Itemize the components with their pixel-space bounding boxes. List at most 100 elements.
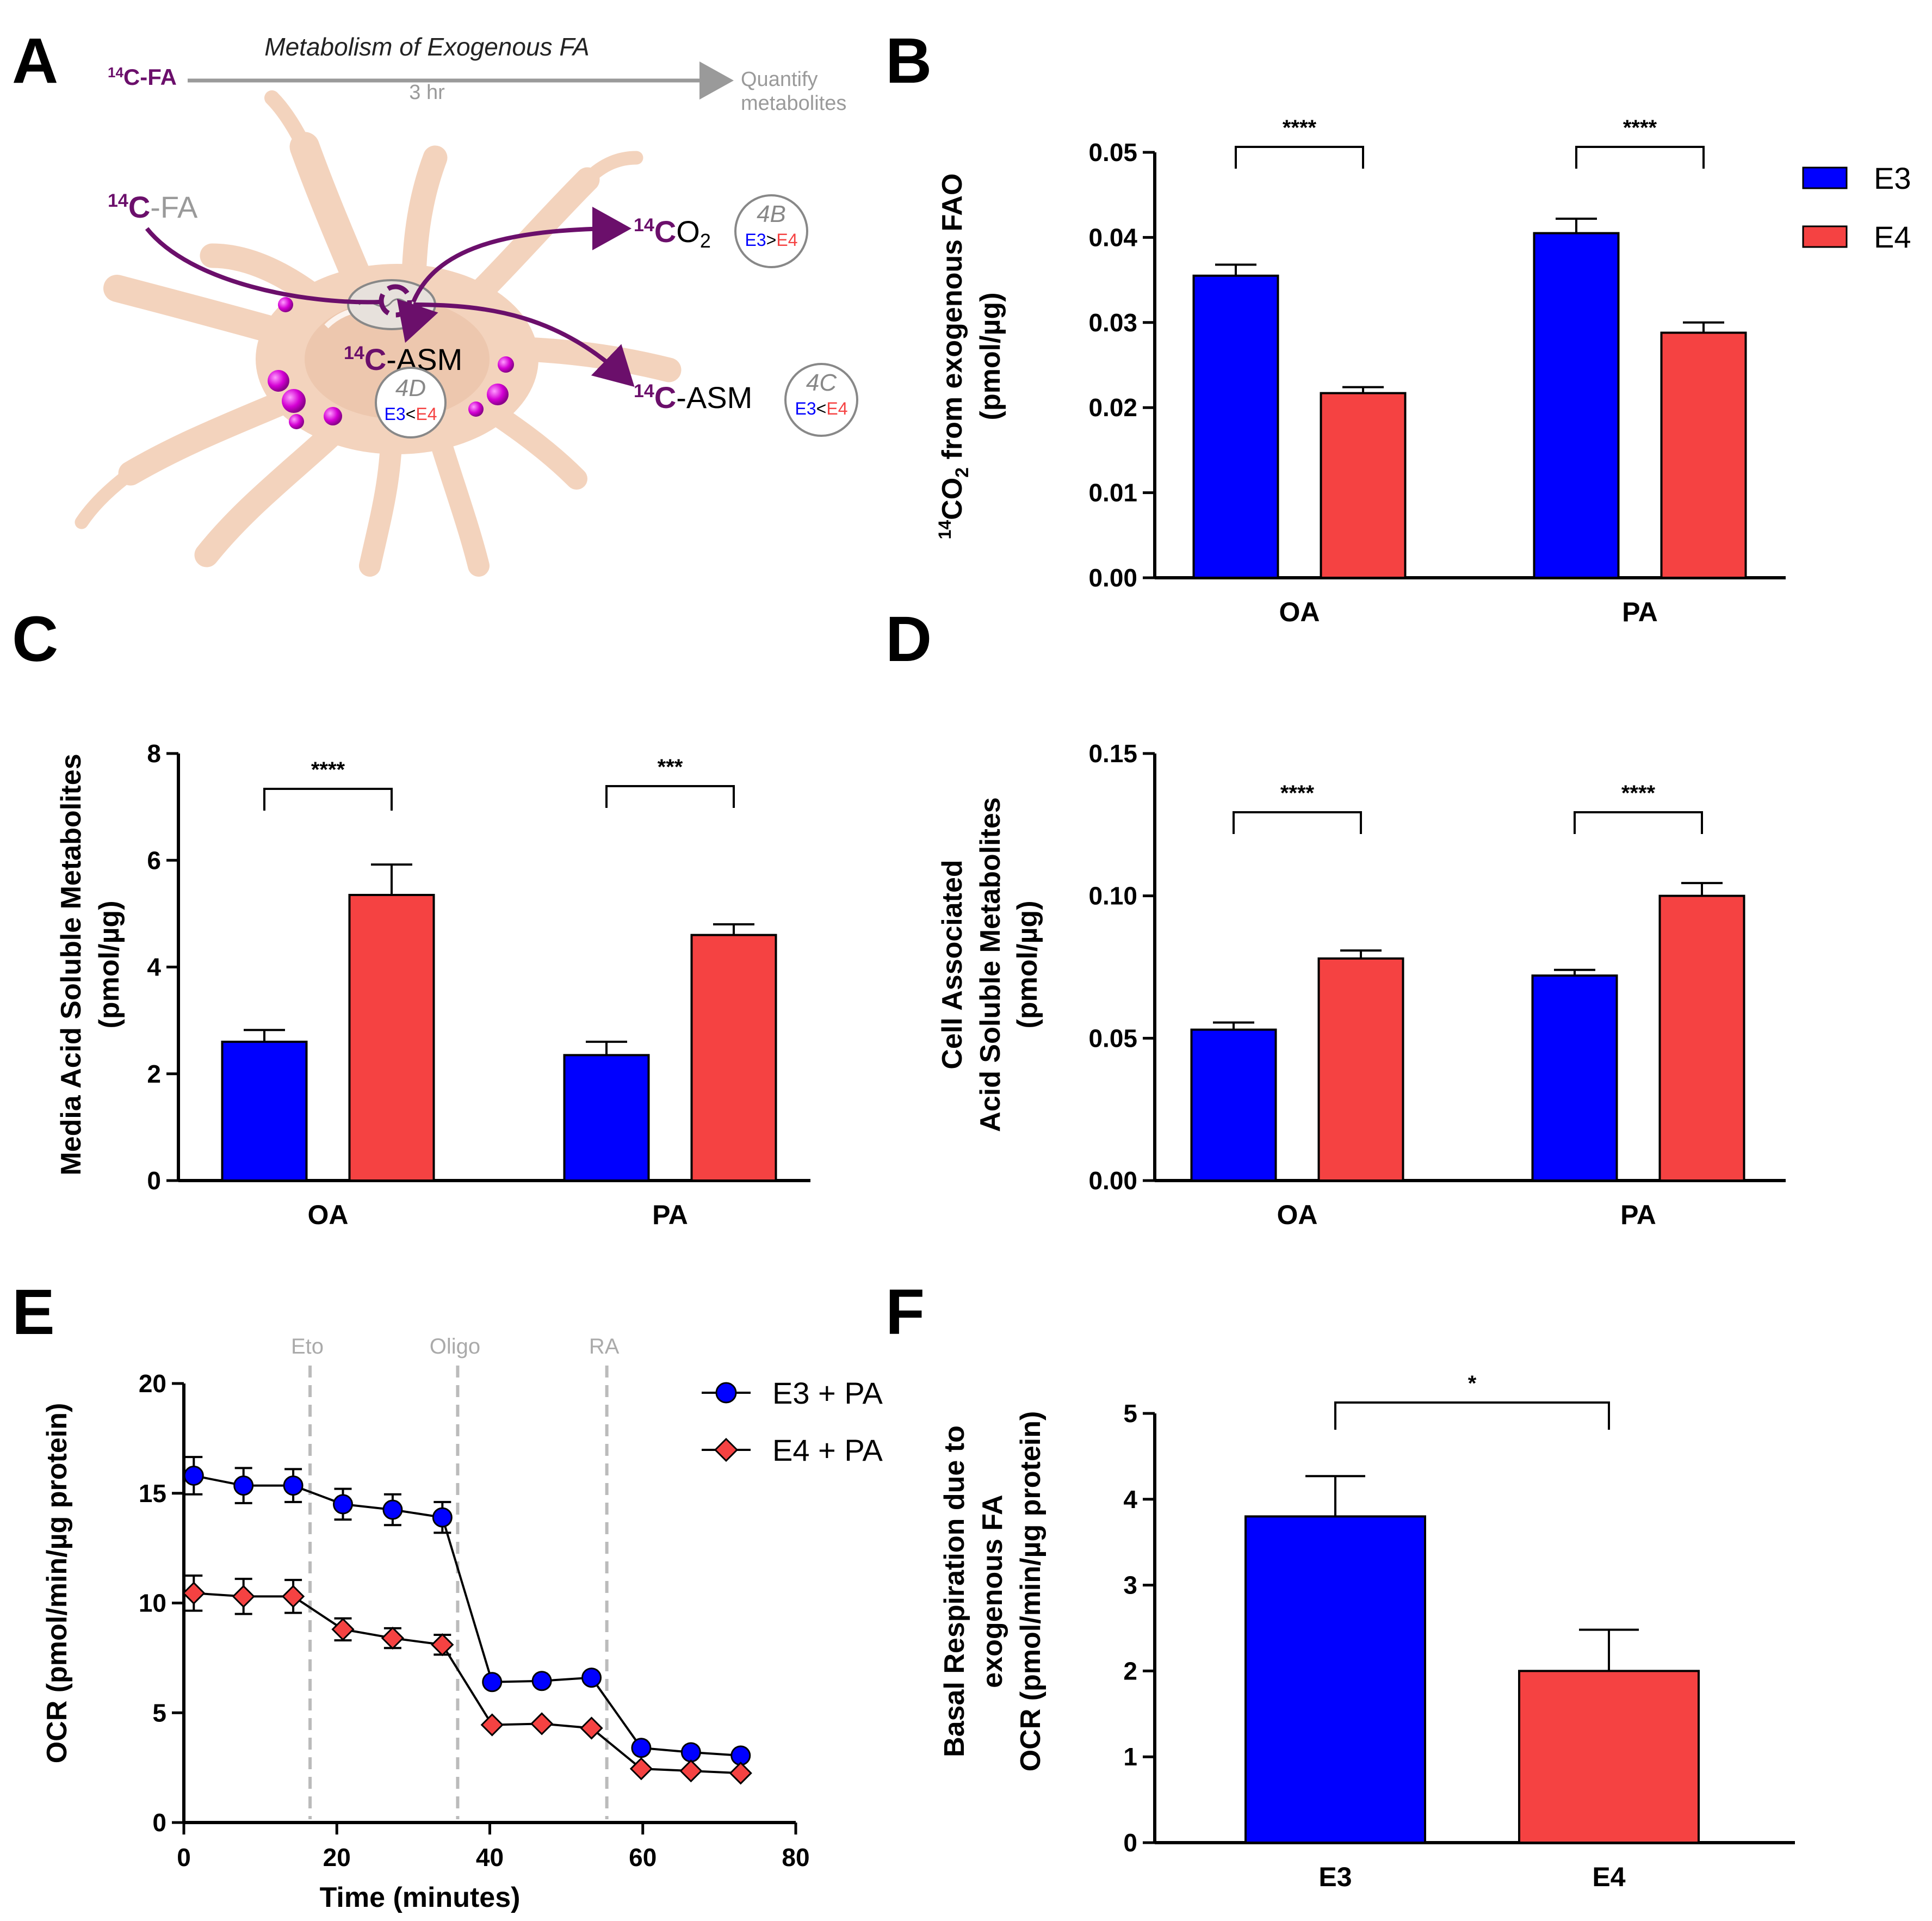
schematic-title: Metabolism of Exogenous FA <box>264 33 589 61</box>
panel-d: D Cell Associated Acid Soluble Metabolit… <box>886 603 1786 1230</box>
co2-label: 14CO2 <box>634 214 711 252</box>
bar-e3-oa <box>1192 274 1279 579</box>
badge-4b: 4B E3>E4 <box>734 194 808 268</box>
y-tick-label: 0.10 <box>1088 882 1137 910</box>
svg-text:E3<E4: E3<E4 <box>385 404 437 424</box>
panel-c-ylabel-line2: (pmol/µg) <box>94 900 125 1028</box>
data-point-e3 <box>631 1738 652 1758</box>
x-tick-label: 40 <box>476 1843 504 1871</box>
y-tick-label: 0.03 <box>1088 308 1137 337</box>
panel-label-f: F <box>886 1276 925 1348</box>
co2-arrow <box>411 207 631 303</box>
panel-a: A Metabolism of Exogenous FA 14C-FA 3 hr… <box>12 25 858 577</box>
panel-label-d: D <box>886 603 932 675</box>
y-tick-label: 0 <box>1123 1829 1137 1857</box>
bar-e4-oa <box>348 894 435 1182</box>
data-point-e4 <box>381 1626 405 1650</box>
bar-e4 <box>1518 1670 1700 1844</box>
significance-bracket <box>1334 1401 1610 1430</box>
timeline-end-line1: Quantify <box>741 68 818 91</box>
panel-e-xlabel: Time (minutes) <box>320 1882 521 1913</box>
panel-b: B 14CO2 from exogenous FAO (pmol/µg) 0.0… <box>886 25 1911 627</box>
data-point-e4 <box>431 1633 454 1657</box>
svg-text:4B: 4B <box>757 201 786 227</box>
panel-label-e: E <box>12 1276 55 1348</box>
panel-d-ylabel-line3: (pmol/µg) <box>1012 900 1043 1028</box>
data-point-e3 <box>432 1507 453 1528</box>
bar-e4-oa <box>1320 392 1407 579</box>
data-point-e3 <box>531 1671 552 1691</box>
data-point-e4 <box>232 1585 255 1608</box>
data-point-e3 <box>233 1475 254 1496</box>
significance-stars: * <box>1468 1372 1477 1395</box>
significance-bracket <box>1575 146 1705 169</box>
y-tick-label: 8 <box>147 739 161 768</box>
x-tick-label: 60 <box>629 1843 657 1871</box>
y-tick-label: 0 <box>152 1808 166 1837</box>
y-tick-label: 2 <box>147 1060 161 1088</box>
y-tick-label: 15 <box>139 1479 166 1508</box>
data-point-e3 <box>283 1475 304 1496</box>
y-tick-label: 0.01 <box>1088 479 1137 507</box>
svg-text:E3>E4: E3>E4 <box>745 230 798 250</box>
data-point-e4 <box>182 1582 206 1605</box>
panel-c-plot: 0 2 4 6 8 OA **** PA *** <box>147 739 810 1230</box>
timeline-duration: 3 hr <box>409 81 445 104</box>
x-category-label: OA <box>1279 597 1320 627</box>
data-point-e4 <box>629 1757 653 1781</box>
significance-bracket <box>1574 811 1703 834</box>
injection-label: RA <box>589 1335 620 1358</box>
badge-4d: 4D E3<E4 <box>375 367 447 438</box>
y-tick-label: 0 <box>147 1166 161 1195</box>
series-line-e3 <box>193 1474 741 1757</box>
panel-f-ylabel-line1: Basal Respiration due to <box>939 1425 970 1757</box>
panel-f-ylabel-line3: OCR (pmol/min/µg protein) <box>1015 1411 1046 1772</box>
significance-bracket <box>605 785 735 808</box>
injection-label: Oligo <box>430 1335 480 1358</box>
fa-uptake-arrow <box>145 227 381 305</box>
legend-swatch-e4 <box>1802 225 1848 248</box>
cycle-icon <box>379 284 412 318</box>
y-tick-label: 0.00 <box>1088 564 1137 592</box>
significance-stars: *** <box>658 755 683 779</box>
badge-4c: 4C E3<E4 <box>784 363 858 437</box>
x-tick-label: 80 <box>782 1843 809 1871</box>
y-tick-label: 20 <box>139 1369 166 1398</box>
panel-c-ylabel-line1: Media Acid Soluble Metabolites <box>55 753 87 1175</box>
asm-in-arrow <box>397 299 438 343</box>
y-tick-label: 0.05 <box>1088 1024 1137 1052</box>
data-point-e4 <box>729 1762 752 1785</box>
fa-label: 14C-FA <box>108 190 198 224</box>
bar-e3-oa <box>221 1040 308 1182</box>
y-tick-label: 10 <box>139 1589 166 1617</box>
bar-e3-pa <box>563 1054 650 1182</box>
asm-out-arrow <box>413 302 635 387</box>
y-tick-label: 2 <box>1123 1657 1137 1685</box>
y-tick-label: 6 <box>147 846 161 874</box>
legend-marker-e4-pa <box>714 1437 739 1462</box>
data-point-e4 <box>331 1617 355 1641</box>
bar-e4-pa <box>1660 331 1747 579</box>
x-tick-label: 20 <box>323 1843 351 1871</box>
legend-label-e3: E3 <box>1874 161 1911 195</box>
y-tick-label: 5 <box>152 1698 166 1727</box>
bar-e3-oa <box>1190 1028 1277 1182</box>
significance-stars: **** <box>311 758 345 782</box>
legend-label-e4: E4 <box>1874 220 1911 254</box>
significance-stars: **** <box>1621 781 1656 805</box>
bar-e4-pa <box>1658 894 1745 1182</box>
y-tick-label: 4 <box>147 953 161 981</box>
significance-bracket <box>263 788 393 811</box>
panel-b-ylabel-line1: 14CO2 from exogenous FAO <box>935 174 973 540</box>
data-point-e3 <box>581 1667 602 1688</box>
y-tick-label: 0.02 <box>1088 393 1137 422</box>
panel-e-legend: E3 + PA E4 + PA <box>702 1376 883 1467</box>
significance-bracket <box>1233 811 1362 834</box>
x-category-label: OA <box>1277 1200 1318 1230</box>
series-line-e4 <box>194 1592 741 1775</box>
data-point-e4 <box>530 1712 554 1735</box>
panel-c: C Media Acid Soluble Metabolites (pmol/µ… <box>12 603 810 1230</box>
data-point-e4 <box>679 1759 703 1783</box>
data-point-e3 <box>382 1499 403 1520</box>
y-tick-label: 0.00 <box>1088 1166 1137 1195</box>
